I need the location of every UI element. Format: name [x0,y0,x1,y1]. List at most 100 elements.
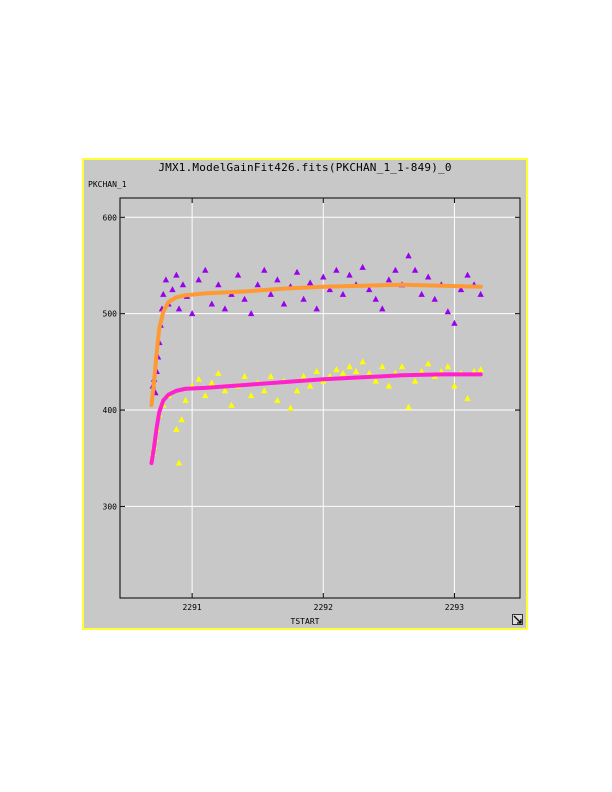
data-point-0 [267,290,275,297]
data-point-0 [405,252,412,259]
data-point-1 [451,382,458,389]
data-point-0 [379,305,386,312]
data-point-0 [221,305,229,312]
data-point-1 [346,363,353,370]
data-point-0 [385,276,393,283]
fit-point [400,373,404,377]
data-point-0 [162,276,170,283]
fit-point [155,425,159,429]
y-tick-label: 300 [103,502,118,511]
plot-window: JMX1.ModelGainFit426.fits(PKCHAN_1_1-849… [82,158,528,630]
data-point-1 [202,392,209,399]
data-point-1 [293,387,301,394]
fit-point [243,383,247,387]
data-point-1 [352,367,360,374]
plot-title: JMX1.ModelGainFit426.fits(PKCHAN_1_1-849… [158,161,452,174]
fit-point [161,398,165,402]
fit-point [184,387,188,391]
fit-point [321,377,325,381]
data-point-0 [160,290,167,297]
data-point-1 [359,358,366,365]
x-tick-label: 2292 [314,603,333,612]
data-point-0 [195,276,202,283]
data-point-0 [173,271,180,278]
fit-point [282,287,286,291]
data-point-0 [320,273,327,280]
data-point-1 [215,369,222,376]
y-tick-label: 600 [103,213,118,222]
x-tick-label: 2293 [445,603,464,612]
y-tick-label: 400 [103,406,118,415]
data-point-1 [274,396,281,403]
data-point-1 [261,387,268,394]
fit-point [152,379,156,383]
data-point-0 [411,266,419,273]
data-point-0 [372,295,379,302]
fit-point [282,380,286,384]
plot-frame [119,197,521,599]
data-point-1 [444,363,452,370]
data-point-1 [300,372,307,379]
data-point-1 [398,363,406,370]
data-point-0 [215,281,222,288]
data-point-0 [179,281,187,288]
data-point-1 [175,459,183,466]
resize-handle-icon[interactable] [512,614,523,625]
data-point-1 [247,392,255,399]
y-axis-label: PKCHAN_1 [88,180,127,189]
data-point-0 [392,266,399,273]
fit-point [174,295,178,299]
data-point-1 [182,396,189,403]
data-point-0 [477,290,484,297]
x-axis-label: TSTART [290,617,320,626]
data-point-1 [221,387,229,394]
data-point-0 [313,305,320,312]
data-point-1 [178,416,185,423]
fit-point [203,386,207,390]
data-point-1 [411,377,419,384]
fit-point [321,285,325,289]
y-tick-label: 500 [103,310,118,319]
fit-point [479,285,483,289]
data-point-1 [208,379,216,386]
data-point-0 [254,281,261,288]
data-point-0 [280,300,288,307]
data-point-1 [195,375,202,382]
fit-line-2 [149,282,483,408]
fit-point [439,372,443,376]
data-point-0 [365,286,373,293]
data-point-1 [365,369,373,376]
fit-point [400,283,404,287]
data-point-0 [293,268,301,275]
fit-point [149,403,153,407]
x-tick-label: 2291 [182,603,201,612]
data-point-1 [405,403,412,410]
data-point-1 [333,366,340,373]
fit-point [149,461,153,465]
fit-point [167,393,171,397]
data-point-1 [267,372,275,379]
data-point-0 [339,290,347,297]
data-point-0 [247,310,255,317]
data-point-1 [306,382,314,389]
data-point-0 [188,310,196,317]
data-point-0 [326,286,334,293]
fit-point [361,375,365,379]
data-point-0 [234,271,242,278]
data-point-0 [457,286,465,293]
data-point-0 [202,266,209,273]
fit-point [174,389,178,393]
data-point-0 [300,295,307,302]
data-point-0 [175,305,183,312]
data-point-1 [339,369,347,376]
data-point-0 [241,295,248,302]
fit-point [479,372,483,376]
data-point-0 [424,273,432,280]
fit-point [157,326,161,330]
fit-point [152,445,156,449]
fit-line-3 [149,372,483,466]
fit-point [439,284,443,288]
data-point-0 [359,263,366,270]
plot-area[interactable]: 300 400 500 600 2291 2292 2293 [84,160,526,628]
data-point-1 [173,425,180,432]
